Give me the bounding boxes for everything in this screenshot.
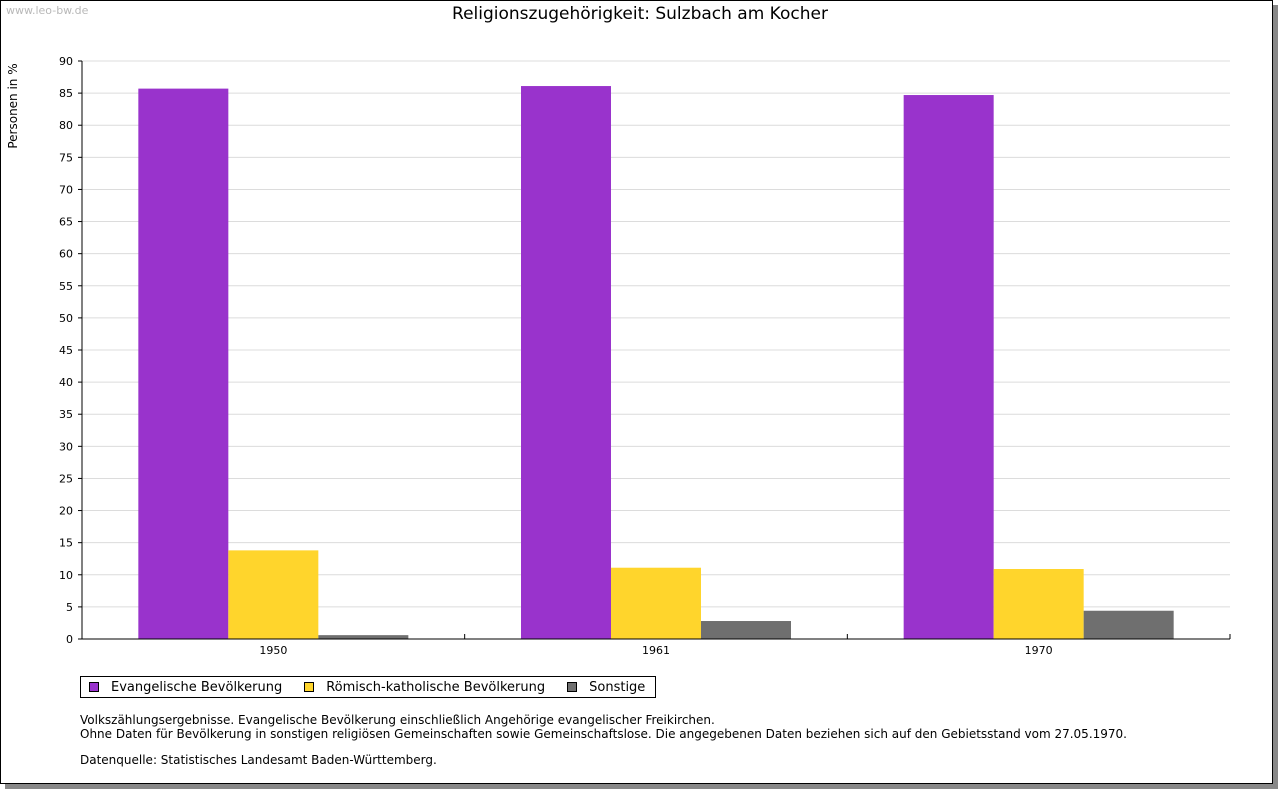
y-tick-label-40: 40 (59, 376, 73, 389)
note-line-1: Volkszählungsergebnisse. Evangelische Be… (80, 713, 715, 727)
bar-1950-katholisch (228, 550, 319, 639)
bar-1961-katholisch (611, 567, 701, 639)
y-tick-label-20: 20 (59, 505, 73, 518)
bar-1970-sonstige (1083, 610, 1174, 639)
x-tick-label-1950: 1950 (259, 644, 287, 657)
y-tick-label-50: 50 (59, 312, 73, 325)
y-tick-label-70: 70 (59, 183, 73, 196)
y-tick-label-65: 65 (59, 216, 73, 229)
legend-swatch-katholisch (304, 682, 315, 692)
legend: Evangelische Bevölkerung Römisch-katholi… (80, 676, 657, 698)
y-tick-label-85: 85 (59, 87, 73, 100)
data-source: Datenquelle: Statistisches Landesamt Bad… (80, 753, 437, 767)
legend-label-evangelisch: Evangelische Bevölkerung (111, 679, 283, 695)
legend-label-sonstige: Sonstige (589, 679, 646, 695)
legend-item-katholisch: Römisch-katholische Bevölkerung (304, 680, 545, 695)
y-tick-label-60: 60 (59, 248, 73, 261)
bar-1961-sonstige (701, 621, 791, 639)
x-tick-label-1970: 1970 (1025, 644, 1053, 657)
legend-swatch-evangelisch (89, 682, 99, 692)
note-line-2: Ohne Daten für Bevölkerung in sonstigen … (80, 727, 1127, 741)
bar-1961-evangelisch (521, 86, 611, 639)
legend-item-sonstige: Sonstige (567, 680, 645, 695)
y-tick-label-5: 5 (66, 601, 73, 614)
chart-title: Religionszugehörigkeit: Sulzbach am Koch… (452, 4, 828, 24)
x-tick-label-1961: 1961 (642, 644, 670, 657)
y-tick-label-15: 15 (59, 537, 73, 550)
y-tick-label-45: 45 (59, 344, 73, 357)
bar-chart: 0 5 10 15 20 25 30 35 40 45 50 55 60 65 70 75 80 85 90 1950… (59, 55, 1231, 657)
y-tick-label-75: 75 (59, 151, 73, 164)
y-tick-label-25: 25 (59, 472, 73, 485)
legend-swatch-sonstige (567, 682, 578, 692)
bar-1950-sonstige (318, 635, 409, 639)
legend-label-katholisch: Römisch-katholische Bevölkerung (326, 679, 546, 695)
bar-1950-evangelisch (138, 88, 229, 640)
bar-1970-evangelisch (903, 95, 994, 639)
y-tick-label-90: 90 (59, 55, 73, 68)
watermark: www.leo-bw.de (6, 4, 89, 17)
bar-1970-katholisch (993, 568, 1084, 639)
y-tick-label-35: 35 (59, 408, 73, 421)
y-tick-label-30: 30 (59, 440, 73, 453)
y-tick-label-55: 55 (59, 280, 73, 293)
y-tick-label-0: 0 (66, 633, 73, 646)
chart-notes: Volkszählungsergebnisse. Evangelische Be… (80, 713, 1127, 767)
legend-item-evangelisch: Evangelische Bevölkerung (89, 680, 282, 695)
y-tick-label-80: 80 (59, 119, 73, 132)
y-tick-label-10: 10 (59, 569, 73, 582)
